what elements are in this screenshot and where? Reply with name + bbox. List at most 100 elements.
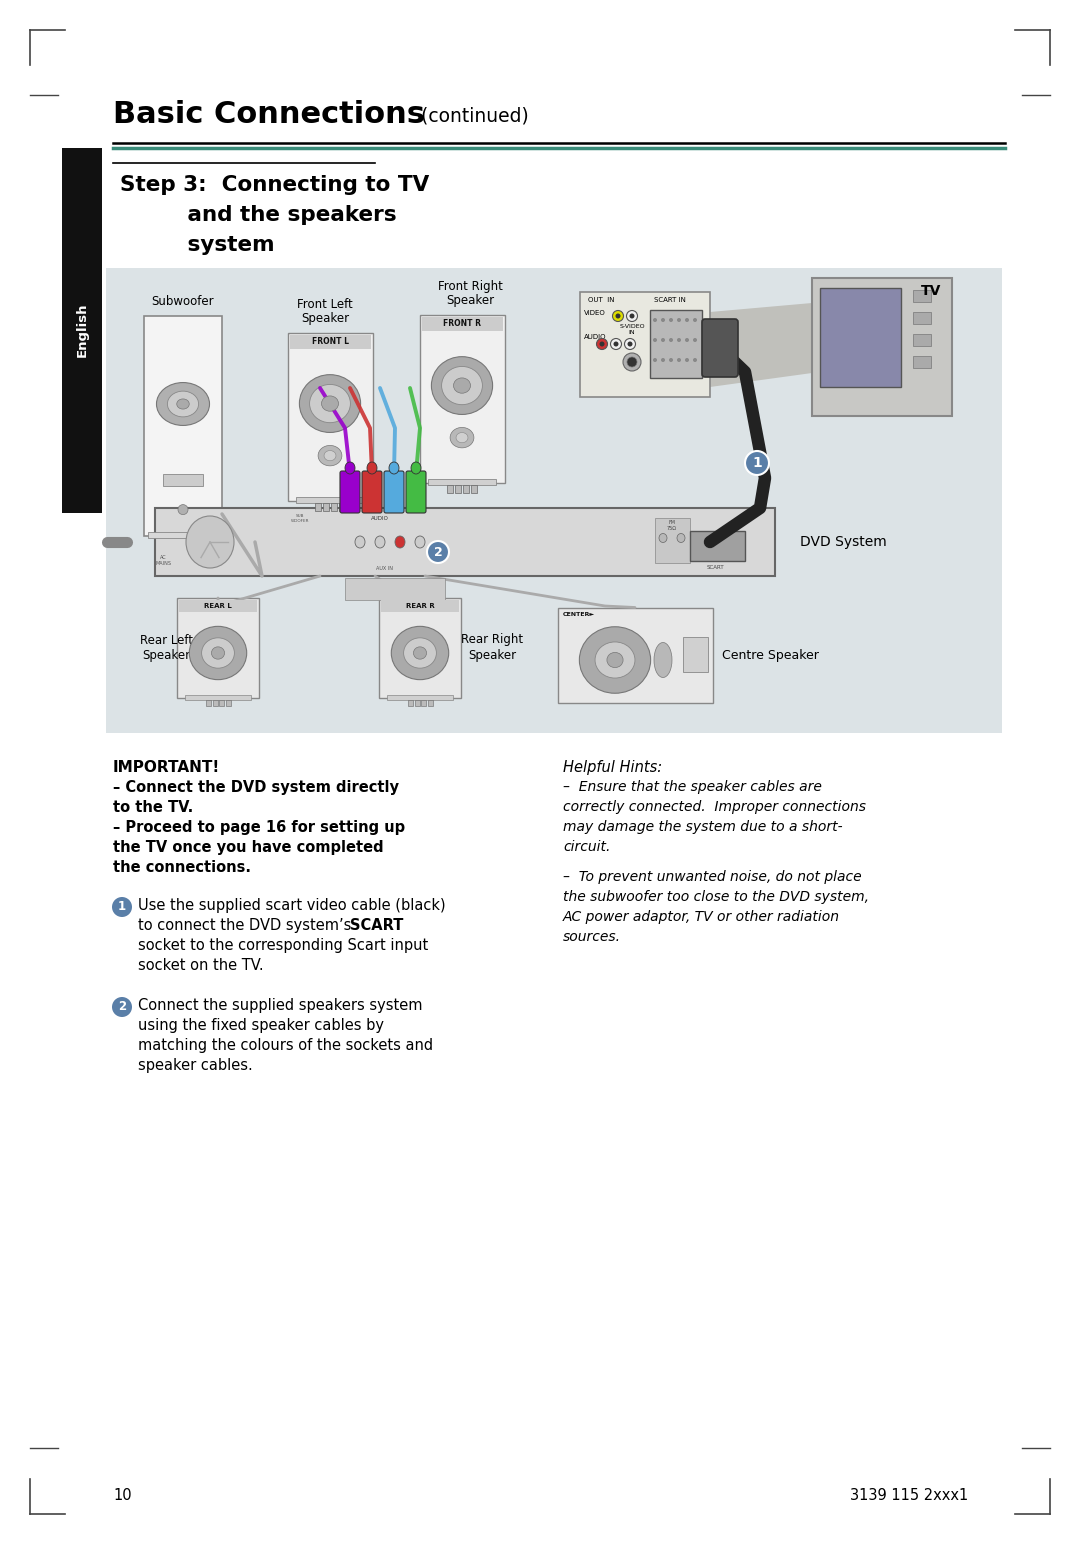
Text: REAR L: REAR L bbox=[204, 604, 232, 608]
Ellipse shape bbox=[630, 313, 635, 318]
Ellipse shape bbox=[212, 647, 225, 659]
Ellipse shape bbox=[612, 310, 623, 321]
FancyBboxPatch shape bbox=[406, 471, 426, 513]
Bar bbox=[185, 695, 251, 699]
Text: to the TV.: to the TV. bbox=[113, 800, 193, 815]
Text: the TV once you have completed: the TV once you have completed bbox=[113, 840, 383, 855]
Ellipse shape bbox=[693, 358, 697, 361]
Text: 1: 1 bbox=[118, 900, 126, 914]
Ellipse shape bbox=[669, 358, 673, 361]
Ellipse shape bbox=[613, 341, 619, 346]
Bar bbox=[144, 317, 222, 536]
Ellipse shape bbox=[322, 395, 338, 411]
Ellipse shape bbox=[659, 534, 667, 542]
Ellipse shape bbox=[319, 445, 342, 466]
Text: 2: 2 bbox=[434, 545, 443, 559]
Ellipse shape bbox=[442, 366, 483, 405]
Text: –  Ensure that the speaker cables are: – Ensure that the speaker cables are bbox=[563, 780, 822, 794]
Ellipse shape bbox=[627, 341, 633, 346]
Text: Front Left: Front Left bbox=[297, 298, 353, 310]
Ellipse shape bbox=[677, 534, 685, 542]
Polygon shape bbox=[710, 303, 812, 388]
Ellipse shape bbox=[427, 540, 449, 564]
Text: AC
MAINS: AC MAINS bbox=[156, 556, 171, 567]
Bar bbox=[557, 607, 713, 703]
Text: Subwoofer: Subwoofer bbox=[151, 295, 214, 307]
Text: – Connect the DVD system directly: – Connect the DVD system directly bbox=[113, 780, 399, 795]
Ellipse shape bbox=[653, 338, 657, 343]
Ellipse shape bbox=[596, 338, 607, 349]
Bar bbox=[287, 334, 373, 500]
Ellipse shape bbox=[623, 354, 642, 371]
FancyBboxPatch shape bbox=[362, 471, 382, 513]
Ellipse shape bbox=[411, 462, 421, 474]
Bar bbox=[650, 310, 702, 378]
Text: using the fixed speaker cables by: using the fixed speaker cables by bbox=[138, 1017, 384, 1033]
Ellipse shape bbox=[677, 338, 681, 343]
Ellipse shape bbox=[685, 358, 689, 361]
Ellipse shape bbox=[299, 375, 361, 432]
Bar bbox=[683, 638, 707, 672]
FancyBboxPatch shape bbox=[702, 320, 738, 377]
Text: Connect the supplied speakers system: Connect the supplied speakers system bbox=[138, 997, 422, 1013]
Text: Use the supplied scart video cable (black): Use the supplied scart video cable (blac… bbox=[138, 899, 446, 913]
Text: correctly connected.  Improper connections: correctly connected. Improper connection… bbox=[563, 800, 866, 814]
Ellipse shape bbox=[324, 451, 336, 460]
Bar bbox=[913, 357, 931, 367]
Text: Speaker: Speaker bbox=[301, 312, 349, 324]
Ellipse shape bbox=[367, 462, 377, 474]
Ellipse shape bbox=[685, 318, 689, 323]
Text: IMPORTANT!: IMPORTANT! bbox=[113, 760, 220, 775]
Text: Centre Speaker: Centre Speaker bbox=[723, 648, 820, 661]
Ellipse shape bbox=[616, 313, 621, 318]
Ellipse shape bbox=[112, 897, 132, 917]
Text: FRONT R: FRONT R bbox=[443, 320, 481, 329]
Text: SCART: SCART bbox=[350, 919, 403, 933]
Ellipse shape bbox=[189, 627, 246, 679]
Text: socket on the TV.: socket on the TV. bbox=[138, 957, 264, 973]
Bar bbox=[421, 317, 502, 330]
Bar bbox=[463, 485, 469, 493]
Bar bbox=[420, 699, 426, 706]
Text: CENTER►: CENTER► bbox=[563, 611, 595, 616]
Bar bbox=[415, 699, 419, 706]
Ellipse shape bbox=[661, 318, 665, 323]
Text: Speaker: Speaker bbox=[468, 650, 516, 662]
Bar bbox=[226, 699, 230, 706]
Text: matching the colours of the sockets and: matching the colours of the sockets and bbox=[138, 1038, 433, 1053]
Ellipse shape bbox=[579, 627, 650, 693]
Bar bbox=[913, 334, 931, 346]
Text: AUDIO: AUDIO bbox=[584, 334, 607, 340]
Ellipse shape bbox=[404, 638, 436, 669]
Text: – Proceed to page 16 for setting up: – Proceed to page 16 for setting up bbox=[113, 820, 405, 835]
Ellipse shape bbox=[626, 310, 637, 321]
Text: the connections.: the connections. bbox=[113, 860, 251, 875]
Text: Basic Connections: Basic Connections bbox=[113, 100, 426, 130]
Ellipse shape bbox=[414, 647, 427, 659]
Text: SUB
WOOFER: SUB WOOFER bbox=[291, 514, 309, 522]
Text: FM
75Ω: FM 75Ω bbox=[667, 520, 677, 531]
Ellipse shape bbox=[599, 341, 605, 346]
Text: Speaker: Speaker bbox=[141, 650, 190, 662]
Bar bbox=[913, 312, 931, 324]
Bar bbox=[690, 531, 745, 560]
Ellipse shape bbox=[355, 536, 365, 548]
Bar bbox=[289, 335, 370, 349]
Bar bbox=[812, 278, 951, 415]
Ellipse shape bbox=[595, 642, 635, 678]
Bar bbox=[379, 598, 461, 698]
Bar bbox=[148, 533, 218, 537]
Bar bbox=[213, 699, 217, 706]
Ellipse shape bbox=[186, 516, 234, 568]
Ellipse shape bbox=[693, 338, 697, 343]
Ellipse shape bbox=[677, 318, 681, 323]
Ellipse shape bbox=[745, 451, 769, 476]
Text: English: English bbox=[76, 303, 89, 357]
Text: REAR R: REAR R bbox=[406, 604, 434, 608]
Ellipse shape bbox=[395, 536, 405, 548]
Text: Rear Left: Rear Left bbox=[139, 633, 192, 647]
FancyBboxPatch shape bbox=[340, 471, 360, 513]
Ellipse shape bbox=[177, 398, 189, 409]
Ellipse shape bbox=[624, 338, 635, 349]
Ellipse shape bbox=[157, 383, 210, 426]
